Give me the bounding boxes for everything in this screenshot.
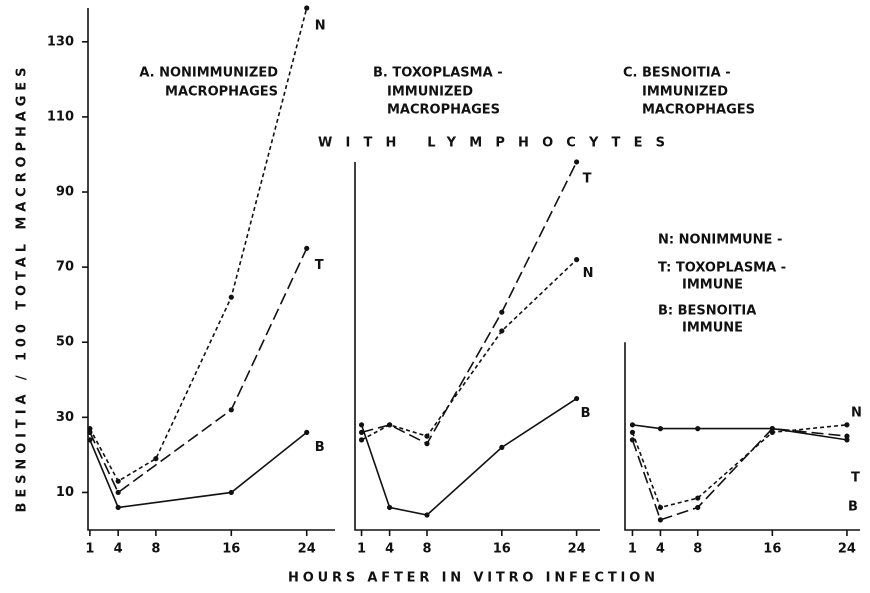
x-tick-label: 1 bbox=[628, 542, 637, 557]
x-axis-label: HOURS AFTER IN VITRO INFECTION bbox=[288, 571, 655, 586]
data-point bbox=[304, 5, 310, 11]
series-label: N bbox=[583, 266, 594, 281]
x-tick-label: 16 bbox=[763, 542, 781, 557]
series-line bbox=[361, 259, 578, 441]
data-point bbox=[769, 426, 775, 432]
legend-text: T: TOXOPLASMA - bbox=[658, 261, 786, 276]
data-point bbox=[386, 504, 393, 511]
data-point bbox=[499, 328, 505, 334]
y-axis-label: BESNOITIA / 100 TOTAL MACROPHAGES bbox=[15, 68, 30, 513]
panel-title: MACROPHAGES bbox=[642, 103, 755, 118]
data-point bbox=[844, 422, 850, 428]
data-point bbox=[574, 159, 580, 165]
legend-text: N: NONIMMUNE - bbox=[658, 233, 782, 248]
data-point bbox=[629, 437, 636, 443]
series-line bbox=[89, 248, 308, 494]
data-point bbox=[228, 294, 234, 300]
y-tick-label: 70 bbox=[56, 260, 74, 275]
x-tick-label: 8 bbox=[422, 542, 431, 557]
data-point bbox=[844, 437, 850, 443]
panel-title: MACROPHAGES bbox=[387, 103, 500, 118]
data-point bbox=[629, 422, 636, 428]
annotation: WITH LYMPHOCYTES bbox=[318, 136, 665, 151]
panel-title: IMMUNIZED bbox=[387, 85, 473, 100]
data-point bbox=[153, 456, 159, 462]
x-tick-label: 1 bbox=[85, 542, 94, 557]
data-point bbox=[574, 395, 580, 402]
series-label: N bbox=[315, 19, 326, 34]
panel-title: A. NONIMMUNIZED bbox=[139, 66, 278, 81]
data-point bbox=[115, 504, 121, 511]
legend-text: IMMUNE bbox=[682, 278, 743, 293]
series-line bbox=[361, 161, 578, 445]
x-tick-label: 1 bbox=[357, 542, 366, 557]
data-point bbox=[358, 422, 365, 428]
panel-title: MACROPHAGES bbox=[165, 85, 278, 100]
axis-line bbox=[354, 161, 600, 531]
data-point bbox=[87, 429, 93, 435]
panel-title: C. BESNOITIA - bbox=[623, 66, 731, 81]
data-point bbox=[695, 504, 701, 511]
data-point bbox=[386, 422, 393, 428]
y-tick-label: 30 bbox=[56, 410, 74, 425]
series-label: B bbox=[581, 406, 591, 421]
y-tick-label: 10 bbox=[56, 485, 74, 500]
series-label: T bbox=[315, 258, 324, 273]
data-point bbox=[424, 433, 430, 439]
series-line bbox=[89, 7, 308, 483]
x-tick-label: 16 bbox=[222, 542, 240, 557]
x-tick-label: 4 bbox=[114, 542, 123, 557]
x-tick-label: 24 bbox=[568, 542, 586, 557]
series-label: T bbox=[851, 471, 860, 486]
data-point bbox=[574, 257, 580, 263]
data-point bbox=[115, 478, 121, 484]
legend-text: B: BESNOITIA bbox=[658, 304, 756, 319]
y-tick-label: 130 bbox=[47, 34, 74, 49]
data-point bbox=[844, 433, 850, 439]
axis-line bbox=[624, 342, 860, 531]
data-point bbox=[499, 444, 505, 450]
x-tick-label: 24 bbox=[298, 542, 316, 557]
axis-line bbox=[87, 8, 335, 531]
data-point bbox=[358, 437, 365, 443]
data-point bbox=[304, 429, 310, 435]
legend-text: IMMUNE bbox=[682, 321, 743, 336]
series-line bbox=[631, 424, 848, 509]
x-tick-label: 4 bbox=[385, 542, 394, 557]
data-point bbox=[629, 429, 636, 435]
data-point bbox=[657, 517, 664, 523]
data-point bbox=[499, 309, 505, 315]
x-tick-label: 16 bbox=[493, 542, 511, 557]
data-point bbox=[424, 441, 430, 447]
x-tick-label: 8 bbox=[151, 542, 160, 557]
y-tick-label: 90 bbox=[56, 185, 74, 200]
x-tick-label: 24 bbox=[838, 542, 856, 557]
data-point bbox=[228, 489, 234, 496]
y-tick-label: 50 bbox=[56, 335, 74, 350]
series-label: T bbox=[583, 171, 592, 186]
series-label: B bbox=[315, 440, 325, 455]
x-tick-label: 4 bbox=[656, 542, 665, 557]
data-point bbox=[695, 495, 701, 501]
data-point bbox=[657, 504, 664, 511]
data-point bbox=[304, 245, 310, 251]
series-label: N bbox=[851, 405, 862, 420]
series-line bbox=[360, 397, 578, 516]
x-tick-label: 8 bbox=[693, 542, 702, 557]
data-point bbox=[87, 426, 93, 432]
data-point bbox=[657, 426, 664, 432]
data-point bbox=[695, 426, 701, 432]
panel-title: B. TOXOPLASMA - bbox=[373, 66, 503, 81]
data-point bbox=[424, 512, 430, 518]
series-line bbox=[89, 431, 308, 509]
series-label: B bbox=[848, 499, 858, 514]
y-tick-label: 110 bbox=[47, 109, 74, 124]
data-point bbox=[115, 489, 121, 496]
panel-title: IMMUNIZED bbox=[642, 85, 728, 100]
data-point bbox=[228, 407, 234, 413]
data-point bbox=[87, 437, 93, 443]
